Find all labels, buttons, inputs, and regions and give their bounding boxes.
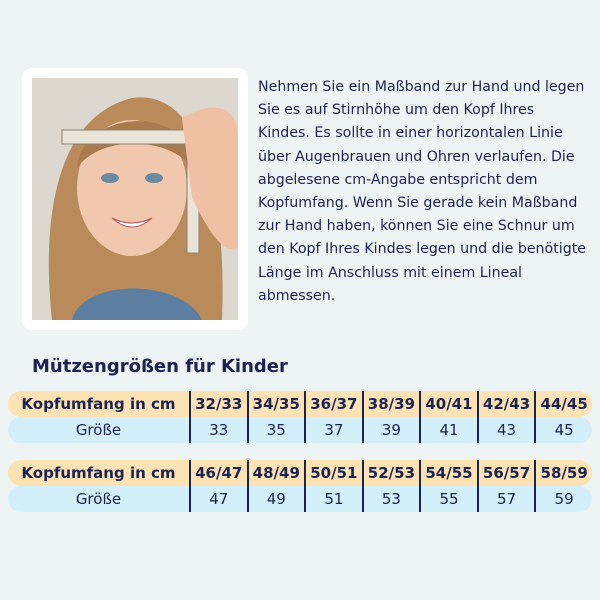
cell: 35 xyxy=(246,417,305,443)
cell: 58/59 xyxy=(534,460,592,486)
cell: 59 xyxy=(534,486,592,512)
child-measuring-head-photo xyxy=(22,68,248,330)
cell: 52/53 xyxy=(361,460,420,486)
cell: 43 xyxy=(476,417,535,443)
cell: 41 xyxy=(419,417,477,443)
size-chart-heading: Mützengrößen für Kinder xyxy=(32,356,288,377)
cell: 39 xyxy=(361,417,420,443)
cell: 55 xyxy=(419,486,477,512)
row-label: Größe xyxy=(8,417,189,443)
cell: 48/49 xyxy=(246,460,305,486)
cell: 47 xyxy=(188,486,247,512)
row-label: Kopfumfang in cm xyxy=(8,460,189,486)
cell: 56/57 xyxy=(476,460,535,486)
cell: 46/47 xyxy=(188,460,247,486)
size-table-1: Kopfumfang in cm 32/33 34/35 36/37 38/39… xyxy=(8,391,592,443)
cell: 44/45 xyxy=(534,391,592,417)
circumference-row: Kopfumfang in cm 32/33 34/35 36/37 38/39… xyxy=(8,391,592,417)
cell: 33 xyxy=(188,417,247,443)
size-row: Größe 47 49 51 53 55 57 59 xyxy=(8,486,592,512)
cell: 42/43 xyxy=(476,391,535,417)
cell: 57 xyxy=(476,486,535,512)
row-label: Kopfumfang in cm xyxy=(8,391,189,417)
cell: 37 xyxy=(304,417,362,443)
cell: 38/39 xyxy=(361,391,420,417)
cell: 50/51 xyxy=(304,460,362,486)
cell: 51 xyxy=(304,486,362,512)
size-table-2: Kopfumfang in cm 46/47 48/49 50/51 52/53… xyxy=(8,460,592,512)
cell: 32/33 xyxy=(188,391,247,417)
cell: 45 xyxy=(534,417,592,443)
row-label: Größe xyxy=(8,486,189,512)
measuring-instructions: Nehmen Sie ein Maßband zur Hand und lege… xyxy=(258,79,587,304)
cell: 49 xyxy=(246,486,305,512)
cell: 53 xyxy=(361,486,420,512)
circumference-row: Kopfumfang in cm 46/47 48/49 50/51 52/53… xyxy=(8,460,592,486)
cell: 34/35 xyxy=(246,391,305,417)
size-row: Größe 33 35 37 39 41 43 45 xyxy=(8,417,592,443)
cell: 36/37 xyxy=(304,391,362,417)
cell: 40/41 xyxy=(419,391,477,417)
cell: 54/55 xyxy=(419,460,477,486)
